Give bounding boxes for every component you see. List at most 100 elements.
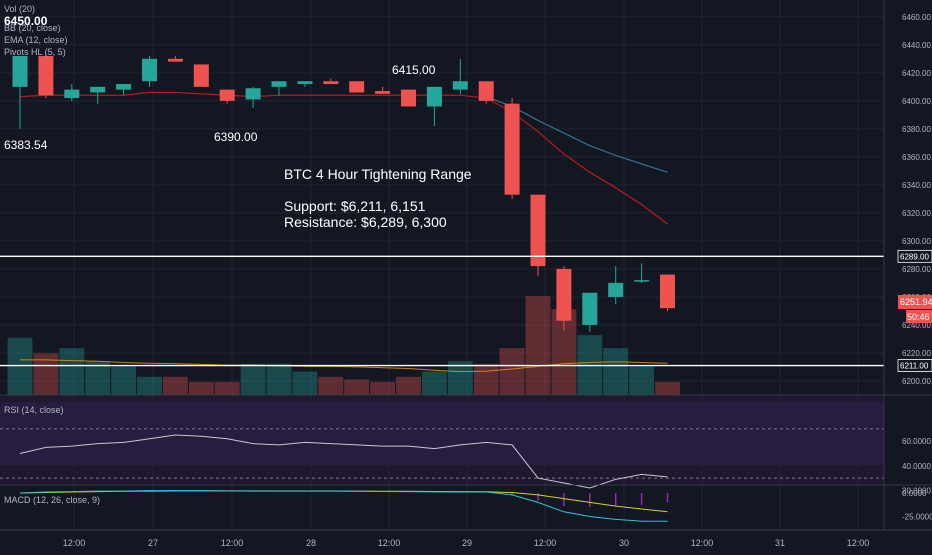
horizontal-levels[interactable]: 6289.00 6211.00 — [0, 249, 932, 372]
indicator-panes — [0, 428, 884, 522]
candle-body[interactable] — [297, 81, 313, 85]
last-price-text: 6251.94 — [900, 297, 932, 307]
candle-body[interactable] — [478, 81, 494, 101]
pivot-label-high-mid: 6415.00 — [392, 63, 436, 77]
candle-body[interactable] — [634, 280, 650, 282]
volume-bar — [162, 376, 188, 395]
candle-body[interactable] — [530, 194, 546, 267]
candle-body[interactable] — [193, 64, 209, 87]
rsi-label[interactable]: RSI (14, close) — [4, 405, 64, 415]
volume-bar — [188, 382, 214, 395]
time-tick-label: 29 — [462, 538, 472, 548]
volume-bar — [111, 366, 137, 395]
time-tick-label: 30 — [619, 538, 629, 548]
time-tick-label: 12:00 — [534, 538, 557, 548]
rsi-line — [19, 434, 668, 489]
price-tick-label: 6300.00 — [902, 237, 931, 246]
candle-body[interactable] — [608, 282, 624, 297]
price-tick-label: 6360.00 — [902, 153, 931, 162]
candle-body[interactable] — [660, 274, 675, 309]
candle-body[interactable] — [401, 89, 416, 107]
volume-bar — [7, 337, 33, 395]
volume-bar — [447, 361, 473, 395]
level-badge-text: 6211.00 — [900, 362, 929, 371]
volume-bar — [603, 348, 629, 395]
volume-ma-line — [20, 359, 668, 373]
price-tick-label: 6320.00 — [902, 209, 931, 218]
volume-bar — [396, 376, 421, 395]
macd-label[interactable]: MACD (12, 26, close, 9) — [4, 495, 100, 505]
pivot-label-high-left: 6450.00 — [4, 14, 48, 28]
level-badge-text: 6289.00 — [900, 252, 929, 261]
annotation-title: BTC 4 Hour Tightening Range — [284, 166, 472, 182]
volume-bar — [629, 366, 655, 395]
volume-bar — [137, 376, 162, 395]
macd-tick-label: 0.0000 — [902, 489, 927, 498]
volume-bar — [85, 361, 111, 395]
volume-bar — [473, 363, 499, 395]
candle-body[interactable] — [582, 292, 598, 325]
volume-bar — [525, 296, 551, 395]
time-tick-label: 28 — [306, 538, 316, 548]
annotation-text: BTC 4 Hour Tightening Range Support: $6,… — [284, 166, 472, 230]
volume-bar — [214, 382, 240, 395]
time-tick-label: 12:00 — [63, 538, 86, 548]
candle-body[interactable] — [452, 81, 468, 90]
volume-bar — [344, 379, 370, 395]
level-badge — [897, 249, 932, 263]
price-tick-label: 6340.00 — [902, 181, 931, 190]
candle-body[interactable] — [245, 88, 261, 100]
volume-bar — [421, 371, 447, 395]
vol-label[interactable]: Vol (20) — [4, 4, 35, 14]
candle-body[interactable] — [556, 268, 572, 321]
candles — [12, 53, 675, 332]
rsi-tick-label: 20.0000 — [902, 486, 931, 495]
annotation-resistance: Resistance: $6,289, 6,300 — [284, 214, 447, 230]
candle-body[interactable] — [426, 86, 442, 107]
time-tick-label: 12:00 — [691, 538, 714, 548]
countdown-badge — [906, 310, 932, 323]
level-badge — [897, 359, 932, 372]
volume-bar — [292, 371, 318, 395]
price-tick-label: 6460.00 — [902, 13, 931, 22]
candle-body[interactable] — [12, 56, 28, 87]
macd-tick-label: -25.0000 — [902, 513, 932, 522]
candle-body[interactable] — [271, 81, 287, 87]
volume-bar — [370, 382, 396, 395]
bb-label[interactable]: BB (20, close) — [4, 23, 61, 33]
candle-body[interactable] — [219, 89, 235, 101]
volume-bar — [59, 348, 85, 395]
candle-body[interactable] — [323, 81, 339, 85]
pivots-label[interactable]: Pivots HL (5, 5) — [4, 47, 66, 57]
candle-body[interactable] — [90, 86, 106, 93]
last-price-badge — [898, 295, 932, 309]
candle-body[interactable] — [504, 103, 520, 195]
countdown-text: 50:46 — [907, 312, 930, 322]
price-tick-label: 6200.00 — [902, 377, 931, 386]
time-tick-label: 12:00 — [378, 538, 401, 548]
price-tick-label: 6400.00 — [902, 97, 931, 106]
time-tick-label: 31 — [775, 538, 785, 548]
price-tick-label: 6280.00 — [902, 265, 931, 274]
price-tick-label: 6220.00 — [902, 349, 931, 358]
candle-body[interactable] — [64, 89, 80, 99]
grid-lines — [0, 0, 884, 530]
candle-body[interactable] — [38, 56, 54, 96]
candle-body[interactable] — [167, 58, 183, 62]
price-tick-label: 6440.00 — [902, 41, 931, 50]
candle-body[interactable] — [116, 84, 132, 90]
price-tick-label: 6380.00 — [902, 125, 931, 134]
volume-bar — [266, 363, 292, 395]
volume-bar — [318, 376, 344, 395]
ema-label[interactable]: EMA (12, close) — [4, 35, 68, 45]
time-tick-label: 12:00 — [847, 538, 870, 548]
price-tick-label: 6420.00 — [902, 69, 931, 78]
rsi-band — [0, 402, 884, 465]
candle-body[interactable] — [349, 81, 365, 93]
candle-body[interactable] — [142, 58, 157, 82]
annotation-support: Support: $6,211, 6,151 — [284, 198, 426, 214]
time-tick-label: 27 — [148, 538, 158, 548]
candle-body[interactable] — [375, 91, 391, 94]
